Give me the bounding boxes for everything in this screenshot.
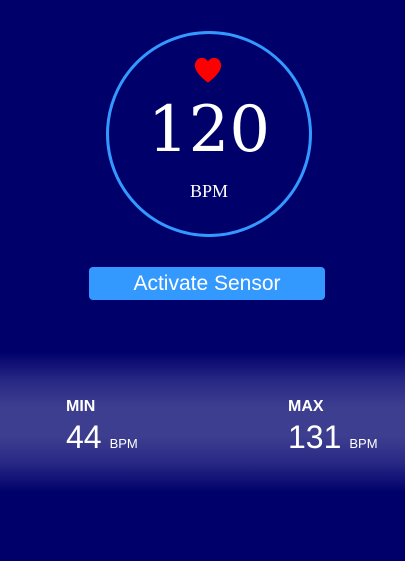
- max-stat: MAX 131 BPM: [288, 398, 378, 454]
- bpm-ring: [106, 31, 312, 237]
- bpm-value: 120: [147, 93, 271, 167]
- heart-icon: [194, 57, 222, 83]
- heart-rate-screen: 120 BPM Activate Sensor MIN 44 BPM MAX 13…: [0, 0, 405, 561]
- activate-sensor-button[interactable]: Activate Sensor: [89, 267, 325, 300]
- min-stat: MIN 44 BPM: [66, 398, 138, 454]
- max-reading: 131 BPM: [288, 420, 378, 454]
- min-value: 44: [66, 419, 102, 455]
- page-margin-strip: [405, 0, 415, 561]
- max-unit: BPM: [349, 436, 378, 451]
- stats-band: [0, 352, 405, 492]
- min-unit: BPM: [109, 436, 138, 451]
- max-label: MAX: [288, 398, 324, 415]
- bpm-unit-label: BPM: [189, 181, 229, 201]
- max-value: 131: [288, 419, 342, 455]
- min-label: MIN: [66, 398, 96, 415]
- min-reading: 44 BPM: [66, 420, 138, 454]
